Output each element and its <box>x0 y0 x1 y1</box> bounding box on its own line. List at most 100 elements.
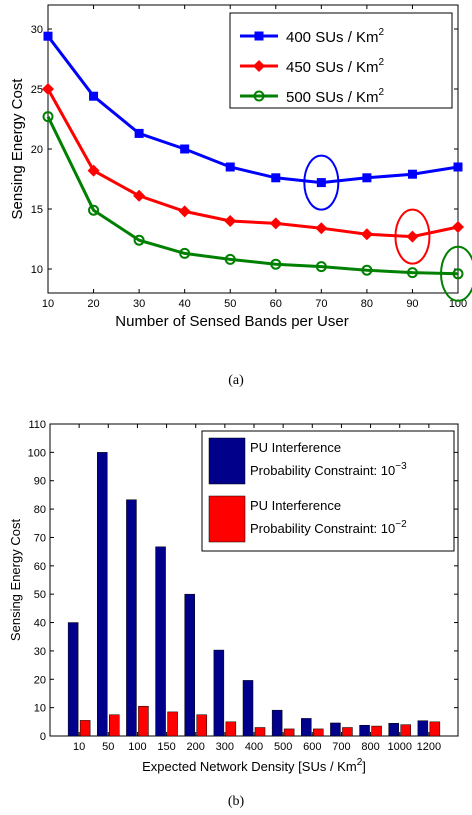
x-tick-label-b: 300 <box>216 741 234 753</box>
x-tick-label-b: 10 <box>73 741 85 753</box>
data-point-a-2 <box>178 205 191 218</box>
x-tick-label-a: 100 <box>449 298 467 310</box>
bar-b-1 <box>359 724 370 737</box>
legend-box-a <box>229 12 453 109</box>
y-tick-label-b: 110 <box>28 419 46 431</box>
data-point-a-1 <box>180 144 190 154</box>
y-tick-label-a: 20 <box>31 144 43 156</box>
y-tick-label-a: 10 <box>31 264 43 276</box>
x-tick-label-a: 40 <box>179 298 191 310</box>
bar-b-1 <box>271 709 283 737</box>
bar-b-1 <box>67 622 79 737</box>
legend-marker-a-1 <box>254 31 264 41</box>
bar-b-2 <box>225 721 237 737</box>
legend-label-line2-b-1: Probability Constraint: 10−3 <box>250 461 407 478</box>
y-tick-label-b: 30 <box>34 646 46 658</box>
bar-b-1 <box>97 452 108 737</box>
series-a-1 <box>43 31 463 211</box>
y-tick-label-b: 20 <box>34 674 46 686</box>
series-a-2 <box>42 83 464 265</box>
data-point-a-2 <box>360 228 373 241</box>
bar-b-2 <box>400 724 411 737</box>
data-point-a-3 <box>270 258 282 270</box>
x-tick-label-b: 200 <box>187 741 205 753</box>
bar-b-2 <box>283 728 295 737</box>
series-a-3 <box>42 111 472 302</box>
data-point-a-3 <box>224 253 236 265</box>
data-point-a-1 <box>453 162 463 172</box>
bar-b-1 <box>301 718 312 737</box>
data-point-a-2 <box>269 217 282 230</box>
y-tick-label-b: 100 <box>28 447 46 459</box>
data-point-a-2 <box>224 215 237 227</box>
x-tick-label-a: 30 <box>133 298 145 310</box>
y-tick-label-b: 60 <box>34 561 46 573</box>
y-axis-label-a: Sensing Energy Cost <box>9 78 26 220</box>
y-tick-label-a: 15 <box>31 204 43 216</box>
bar-b-1 <box>388 722 399 737</box>
series-line-a-3 <box>46 115 459 276</box>
x-tick-label-b: 1000 <box>387 741 411 753</box>
x-tick-label-a: 80 <box>361 298 373 310</box>
data-point-a-1 <box>89 91 99 101</box>
data-point-a-2 <box>452 221 464 233</box>
data-point-a-3 <box>315 261 327 273</box>
bar-b-2 <box>109 714 120 737</box>
bar-b-1 <box>155 546 166 737</box>
bar-b-2 <box>429 721 441 737</box>
x-tick-label-b: 50 <box>102 741 114 753</box>
y-tick-label-b: 0 <box>40 731 46 743</box>
data-point-a-1 <box>225 162 235 172</box>
data-point-a-2 <box>406 230 419 243</box>
legend-label-a-1: 400 SUs / Km2 <box>286 27 385 46</box>
x-tick-label-b: 100 <box>128 741 146 753</box>
bar-b-2 <box>254 727 266 737</box>
data-point-a-2 <box>133 189 146 202</box>
data-point-a-1 <box>43 31 53 41</box>
x-tick-label-b: 700 <box>332 741 350 753</box>
y-tick-label-b: 50 <box>34 589 46 601</box>
y-tick-label-b: 70 <box>34 532 46 544</box>
data-point-a-1 <box>362 173 372 183</box>
bar-b-1 <box>242 680 254 737</box>
legend-label-a-2: 450 SUs / Km2 <box>286 57 385 76</box>
data-point-a-1 <box>134 128 144 138</box>
legend-label-line1-b-1: PU Interference <box>250 440 341 455</box>
y-tick-label-b: 80 <box>34 504 46 516</box>
data-point-a-1 <box>271 173 281 183</box>
legend-marker-a-2 <box>253 60 265 72</box>
legend-swatch-b-1 <box>208 437 246 485</box>
x-axis-label-a: Number of Sensed Bands per User <box>115 313 348 330</box>
data-point-a-3 <box>42 111 54 123</box>
data-point-a-3 <box>406 267 418 279</box>
bar-b-2 <box>138 705 149 737</box>
legend-a: 400 SUs / Km2 450 SUs / Km2 500 SUs / Km2 <box>229 12 453 109</box>
legend-label-line2-b-2: Probability Constraint: 10−2 <box>250 519 407 536</box>
legend-label-line1-b-2: PU Interference <box>250 498 341 513</box>
bar-b-1 <box>417 720 429 737</box>
bar-b-2 <box>342 727 353 737</box>
x-tick-label-b: 150 <box>157 741 175 753</box>
bar-chart-b: 0 10 20 30 40 50 60 70 80 90 100 110 10 50 100 150 200 3… <box>8 419 459 809</box>
legend-b: PU Interference Probability Constraint: 1… <box>201 430 455 552</box>
minimum-highlight-ellipse-a-3 <box>440 245 472 302</box>
x-tick-label-b: 1200 <box>417 741 441 753</box>
y-tick-label-a: 30 <box>31 24 43 36</box>
legend-swatch-b-2 <box>208 495 246 543</box>
data-point-a-2 <box>87 164 100 177</box>
series-line-a-2 <box>46 88 459 239</box>
x-tick-label-b: 600 <box>303 741 321 753</box>
bar-b-2 <box>371 725 382 737</box>
minimum-highlight-ellipse-a-1 <box>303 154 340 211</box>
x-tick-label-a: 60 <box>270 298 282 310</box>
bar-b-2 <box>313 728 324 737</box>
x-tick-label-a: 90 <box>406 298 418 310</box>
data-point-a-2 <box>315 222 328 235</box>
y-tick-label-b: 90 <box>34 476 46 488</box>
bar-b-1 <box>184 593 195 737</box>
caption-a: (a) <box>228 373 244 388</box>
data-point-a-3 <box>133 234 145 246</box>
y-axis-label-b: Sensing Energy Cost <box>8 519 23 642</box>
x-tick-label-a: 70 <box>315 298 327 310</box>
series-line-a-1 <box>46 35 459 185</box>
